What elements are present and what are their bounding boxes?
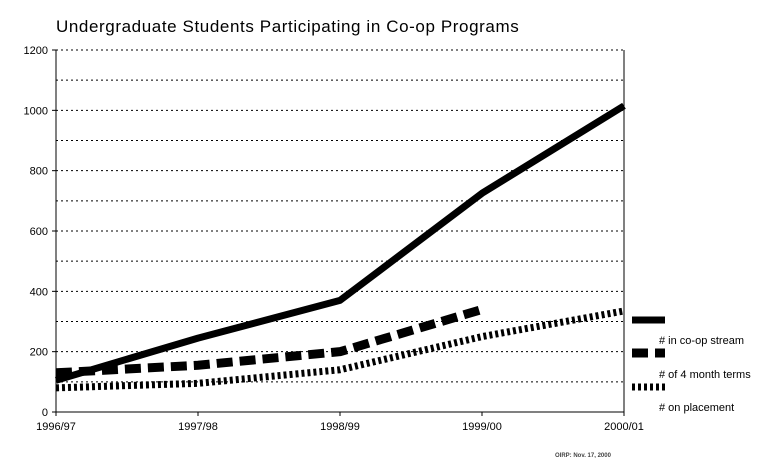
y-tick-label: 1000	[24, 105, 48, 117]
series-line-1	[55, 102, 626, 384]
y-tick-label: 800	[30, 166, 48, 178]
y-tick-label: 400	[30, 286, 48, 298]
gridlines	[56, 49, 624, 383]
y-tick-labels: 0 200 400 600 800 1000 1200	[24, 45, 56, 419]
y-tick-label: 0	[42, 407, 48, 419]
chart-title: Undergraduate Students Participating in …	[56, 17, 519, 36]
y-tick-label: 200	[30, 347, 48, 359]
x-tick-label: 1997/98	[178, 421, 218, 433]
x-tick-label: 1998/99	[320, 421, 360, 433]
credit-note: OIRP: Nov. 17, 2000	[555, 453, 612, 459]
legend-label-3: # on placement	[659, 402, 734, 414]
series-lines	[55, 102, 626, 392]
legend-label-1: # in co-op stream	[659, 335, 744, 347]
x-tick-labels: 1996/97 1997/98 1998/99 1999/00 2000/01	[36, 412, 644, 433]
series-line-3	[55, 307, 625, 392]
x-tick-label: 1996/97	[36, 421, 76, 433]
y-tick-label: 1200	[24, 45, 48, 57]
legend: # in co-op stream # of 4 month terms # on …	[632, 316, 751, 414]
legend-label-2: # of 4 month terms	[659, 369, 751, 381]
series-line-2	[55, 305, 484, 378]
x-tick-label: 1999/00	[462, 421, 502, 433]
x-tick-label: 2000/01	[604, 421, 644, 433]
y-tick-label: 600	[30, 226, 48, 238]
